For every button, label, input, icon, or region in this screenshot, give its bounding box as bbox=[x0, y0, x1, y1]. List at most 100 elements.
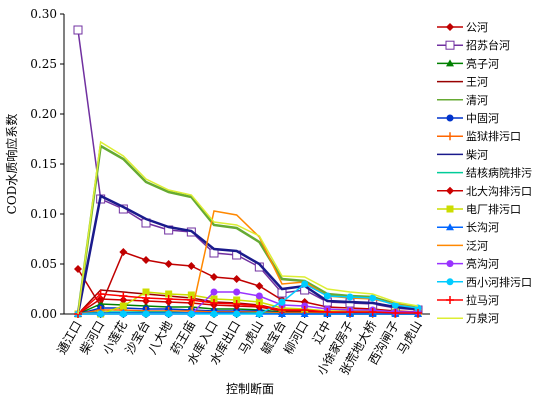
marker bbox=[187, 310, 195, 318]
marker bbox=[119, 292, 128, 300]
series bbox=[74, 290, 422, 318]
x-axis-label: 控制断面 bbox=[226, 381, 274, 396]
y-tick-label: 0.00 bbox=[30, 307, 57, 321]
marker bbox=[301, 280, 309, 288]
marker bbox=[346, 308, 354, 316]
marker bbox=[74, 265, 82, 273]
marker bbox=[446, 23, 454, 31]
series bbox=[77, 140, 419, 315]
marker bbox=[164, 295, 173, 303]
marker bbox=[187, 291, 195, 299]
marker bbox=[119, 302, 127, 310]
series-line bbox=[76, 143, 419, 315]
marker bbox=[165, 290, 173, 298]
marker bbox=[323, 292, 331, 300]
marker bbox=[446, 114, 454, 122]
marker bbox=[255, 292, 263, 300]
marker bbox=[369, 294, 377, 302]
plot-area: 0.000.050.100.150.200.250.30通江口柴河口小莲花沙宝台… bbox=[30, 7, 430, 377]
legend-label: 亮子河 bbox=[466, 56, 499, 70]
marker bbox=[255, 282, 264, 290]
y-tick-label: 0.05 bbox=[30, 257, 57, 271]
legend-label: 清河 bbox=[466, 94, 488, 107]
legend-label: 监狱排污口 bbox=[466, 129, 521, 143]
marker bbox=[300, 306, 309, 314]
marker bbox=[165, 310, 173, 318]
marker bbox=[73, 25, 83, 35]
series bbox=[76, 194, 419, 315]
marker bbox=[446, 296, 454, 304]
legend-label: 泛河 bbox=[466, 239, 488, 252]
marker bbox=[164, 260, 173, 268]
y-tick-label: 0.20 bbox=[30, 107, 57, 121]
marker bbox=[255, 310, 263, 318]
marker bbox=[278, 306, 286, 314]
series-line bbox=[76, 194, 419, 315]
series-line bbox=[77, 251, 419, 313]
series bbox=[78, 210, 419, 315]
marker bbox=[255, 302, 264, 310]
marker bbox=[391, 309, 400, 317]
series bbox=[73, 25, 423, 315]
marker bbox=[187, 262, 196, 270]
legend-label: 王河 bbox=[466, 76, 488, 89]
marker bbox=[414, 309, 422, 317]
marker bbox=[445, 40, 455, 50]
marker bbox=[446, 260, 454, 268]
legend-label: 拉马河 bbox=[466, 293, 499, 307]
series-line bbox=[77, 29, 419, 311]
marker bbox=[96, 290, 105, 298]
marker bbox=[210, 273, 218, 281]
marker bbox=[210, 288, 218, 296]
marker bbox=[446, 186, 454, 195]
marker bbox=[232, 275, 241, 283]
marker bbox=[446, 132, 454, 141]
marker bbox=[446, 59, 454, 67]
series-line bbox=[77, 293, 418, 315]
marker bbox=[119, 248, 128, 256]
y-tick-label: 0.15 bbox=[30, 157, 57, 171]
marker bbox=[187, 296, 196, 304]
legend-label: 亮沟河 bbox=[466, 257, 499, 271]
legend-label: 北大沟排污口 bbox=[466, 184, 532, 198]
legend-label: 招苏台河 bbox=[466, 38, 510, 52]
legend-label: 西小河排污口 bbox=[466, 275, 532, 289]
y-tick-label: 0.25 bbox=[30, 57, 57, 71]
marker bbox=[278, 298, 286, 306]
series-line bbox=[77, 307, 418, 315]
legend-label: 公河 bbox=[466, 21, 488, 34]
legend-label: 柴河 bbox=[466, 147, 488, 161]
marker bbox=[391, 301, 399, 309]
y-axis-label: COD水质响应系数 bbox=[4, 114, 19, 215]
y-tick-label: 0.30 bbox=[30, 7, 57, 21]
marker bbox=[323, 308, 332, 316]
series-line bbox=[78, 291, 419, 315]
marker bbox=[446, 205, 454, 213]
marker bbox=[232, 300, 241, 308]
series-line bbox=[78, 283, 419, 315]
marker bbox=[142, 288, 150, 296]
marker bbox=[446, 223, 454, 231]
marker bbox=[233, 310, 241, 318]
legend: 公河招苏台河亮子河王河清河中固河监狱排污口柴河结核病院排污北大沟排污口电厂排污口… bbox=[437, 21, 532, 325]
y-tick-label: 0.10 bbox=[30, 207, 57, 221]
marker bbox=[97, 310, 105, 318]
series-line bbox=[77, 140, 419, 315]
marker bbox=[142, 256, 150, 264]
marker bbox=[233, 288, 241, 296]
marker bbox=[142, 294, 150, 302]
marker bbox=[210, 310, 218, 318]
series bbox=[76, 143, 419, 315]
marker bbox=[446, 278, 454, 286]
marker bbox=[346, 293, 354, 301]
legend-label: 万泉河 bbox=[466, 311, 499, 325]
marker bbox=[119, 310, 127, 318]
legend-label: 中固河 bbox=[466, 112, 499, 125]
marker bbox=[96, 295, 105, 303]
legend-label: 电厂排污口 bbox=[466, 202, 521, 216]
series-line bbox=[78, 210, 419, 315]
marker bbox=[368, 308, 377, 316]
series bbox=[74, 280, 422, 318]
legend-label: 结核病院排污 bbox=[466, 166, 532, 180]
